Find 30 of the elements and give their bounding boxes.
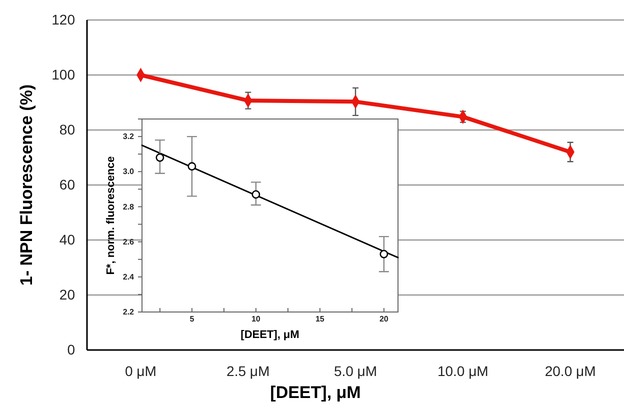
y-tick-label: 0 [67, 341, 76, 358]
y-tick-label: 20 [59, 286, 76, 302]
y-tick-label: 3.2 [122, 132, 135, 142]
y-tick-label: 80 [59, 121, 76, 138]
x-axis-title: [DEET], μM [270, 383, 361, 402]
x-tick-label: 15 [315, 314, 325, 324]
y-tick-label: 120 [52, 11, 76, 28]
point [156, 153, 164, 162]
x-tick-label: 20.0 μM [544, 362, 596, 379]
y-tick-label: 2.6 [122, 237, 135, 246]
x-tick-label: 5 [190, 314, 195, 324]
x-axis-title: [DEET], μM [240, 329, 300, 341]
point [188, 162, 196, 171]
y-axis-title: 1- NPN Fluorescence (%) [17, 84, 36, 286]
y-tick-label: 100 [52, 66, 76, 82]
y-tick-label: 40 [59, 231, 76, 248]
y-tick-label: 2.8 [122, 202, 135, 212]
y-tick-label: 2.4 [122, 272, 135, 282]
y-tick-label: 3.0 [122, 167, 135, 176]
y-tick-label: 60 [59, 176, 76, 192]
x-tick-label: 20 [379, 314, 389, 324]
point [380, 250, 388, 258]
x-tick-label: 5.0 μM [334, 362, 378, 379]
y-tick-label: 2.2 [122, 308, 135, 317]
point [252, 190, 260, 199]
x-tick-label: 10 [251, 314, 261, 324]
y-axis-title: F*, norm. fluorescence [105, 156, 117, 275]
x-tick-label: 10.0 μM [437, 362, 488, 379]
x-tick-label: 2.5 μM [226, 362, 270, 379]
x-tick-label: 0 μM [124, 362, 156, 379]
